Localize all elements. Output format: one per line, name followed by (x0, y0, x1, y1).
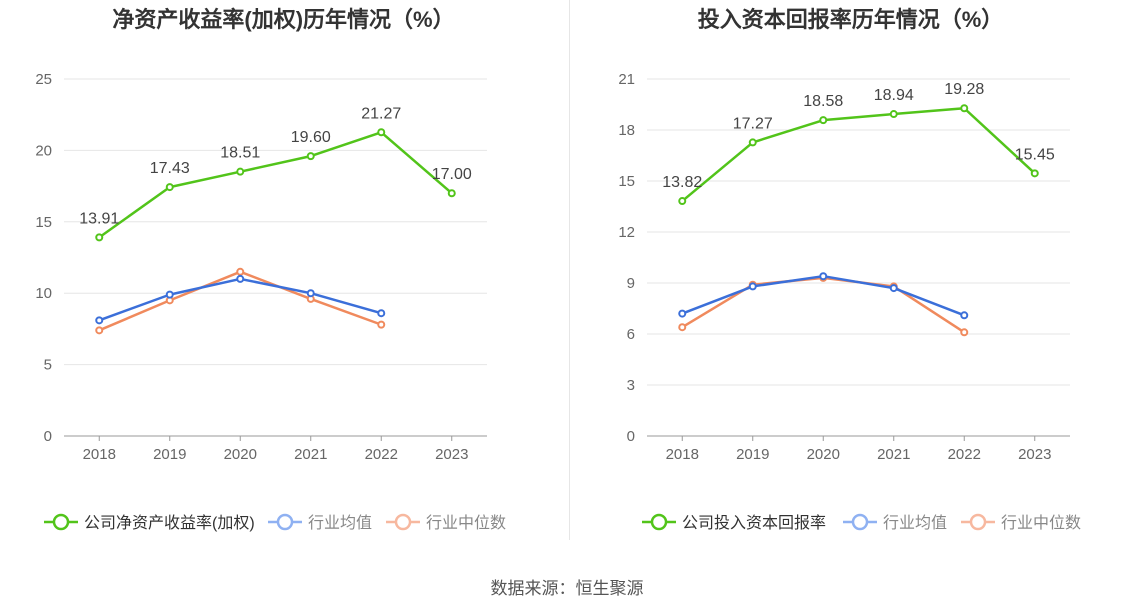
data-label: 19.28 (944, 81, 984, 98)
legend-marker-company (52, 513, 70, 531)
legend-marker-median (394, 513, 412, 531)
legend-label-avg: 行业均值 (308, 514, 372, 532)
y-tick-label: 5 (44, 357, 52, 374)
x-tick-label: 2023 (435, 446, 468, 463)
series-line-company (681, 106, 1036, 203)
data-label: 17.27 (733, 115, 773, 132)
data-point-avg (960, 311, 969, 320)
data-point-avg (95, 316, 104, 325)
roic-line-chart: 0 3 6 9 12 15 18 21 2018 2019 2020 2021 2022 2023 13.8… (618, 71, 1081, 532)
chart-panel-roe: 净资产收益率(加权)历年情况（%） 0 5 10 15 20 25 2018 2019 2020… (0, 0, 567, 560)
data-point-company (447, 189, 456, 198)
data-point-median (236, 267, 245, 276)
data-label: 13.91 (79, 210, 119, 227)
chart-panel-roic: 投入资本回报率历年情况（%） 0 3 6 9 12 15 18 21 2018 2019 2020 2… (567, 0, 1134, 560)
data-label: 18.51 (220, 145, 260, 162)
data-label: 21.27 (361, 105, 401, 122)
y-tick-label: 15 (35, 214, 52, 231)
data-point-company (960, 104, 969, 113)
data-point-median (960, 328, 969, 337)
x-tick-label: 2020 (807, 446, 840, 463)
chart-title: 投入资本回报率历年情况（%） (697, 7, 1004, 32)
data-point-avg (889, 284, 898, 293)
data-point-median (377, 320, 386, 329)
data-point-avg (306, 289, 315, 298)
data-point-median (678, 323, 687, 332)
data-point-company (748, 138, 757, 147)
data-label: 13.82 (662, 174, 702, 191)
y-tick-label: 18 (618, 122, 635, 139)
y-tick-label: 9 (627, 275, 635, 292)
panel-divider (569, 0, 570, 540)
legend-label-avg: 行业均值 (883, 514, 947, 532)
legend-label-company: 公司净资产收益率(加权) (84, 514, 255, 532)
data-point-company (306, 152, 315, 161)
data-point-avg (819, 272, 828, 281)
x-tick-label: 2023 (1018, 446, 1051, 463)
x-tick-label: 2021 (294, 446, 327, 463)
y-tick-label: 25 (35, 71, 52, 88)
legend-marker-avg (276, 513, 294, 531)
x-tick-label: 2022 (365, 446, 398, 463)
x-tick-label: 2020 (224, 446, 257, 463)
y-tick-label: 6 (627, 326, 635, 343)
data-point-company (377, 128, 386, 137)
x-tick-label: 2022 (948, 446, 981, 463)
y-tick-label: 0 (44, 428, 52, 445)
legend-marker-company (650, 513, 668, 531)
legend-label-company: 公司投入资本回报率 (682, 514, 826, 532)
series-line-median (681, 276, 965, 334)
data-point-avg (165, 290, 174, 299)
data-point-avg (377, 309, 386, 318)
series-line-avg (98, 277, 382, 322)
y-tick-label: 12 (618, 224, 635, 241)
x-tick-label: 2018 (83, 446, 116, 463)
y-tick-label: 10 (35, 285, 52, 302)
data-point-company (1030, 169, 1039, 178)
chart-title: 净资产收益率(加权)历年情况（%） (112, 7, 455, 32)
data-label: 17.43 (150, 160, 190, 177)
data-point-median (95, 326, 104, 335)
x-tick-label: 2018 (666, 446, 699, 463)
y-tick-label: 21 (618, 71, 635, 88)
roe-line-chart: 0 5 10 15 20 25 2018 2019 2020 2021 2022 2023 13.91 1… (35, 71, 506, 532)
data-point-avg (748, 282, 757, 291)
x-tick-label: 2019 (736, 446, 769, 463)
data-label: 17.00 (432, 166, 472, 183)
legend-label-median: 行业中位数 (426, 514, 506, 532)
x-tick-label: 2019 (153, 446, 186, 463)
data-point-company (236, 167, 245, 176)
data-label: 19.60 (291, 129, 331, 146)
data-point-company (165, 183, 174, 192)
data-point-company (95, 233, 104, 242)
data-point-avg (678, 309, 687, 318)
series-line-company (98, 131, 453, 239)
data-label: 18.94 (874, 87, 914, 104)
x-tick-label: 2021 (877, 446, 910, 463)
data-point-company (819, 116, 828, 125)
data-label: 18.58 (803, 93, 843, 110)
series-line-avg (681, 274, 965, 317)
data-source-note: 数据来源：恒生聚源 (490, 579, 644, 598)
y-tick-label: 3 (627, 377, 635, 394)
y-tick-label: 15 (618, 173, 635, 190)
y-tick-label: 0 (627, 428, 635, 445)
legend-marker-median (969, 513, 987, 531)
data-point-avg (236, 274, 245, 283)
y-tick-label: 20 (35, 142, 52, 159)
legend-label-median: 行业中位数 (1001, 514, 1081, 532)
data-label: 15.45 (1015, 146, 1055, 163)
data-point-company (678, 197, 687, 206)
data-point-company (889, 110, 898, 119)
legend-marker-avg (851, 513, 869, 531)
